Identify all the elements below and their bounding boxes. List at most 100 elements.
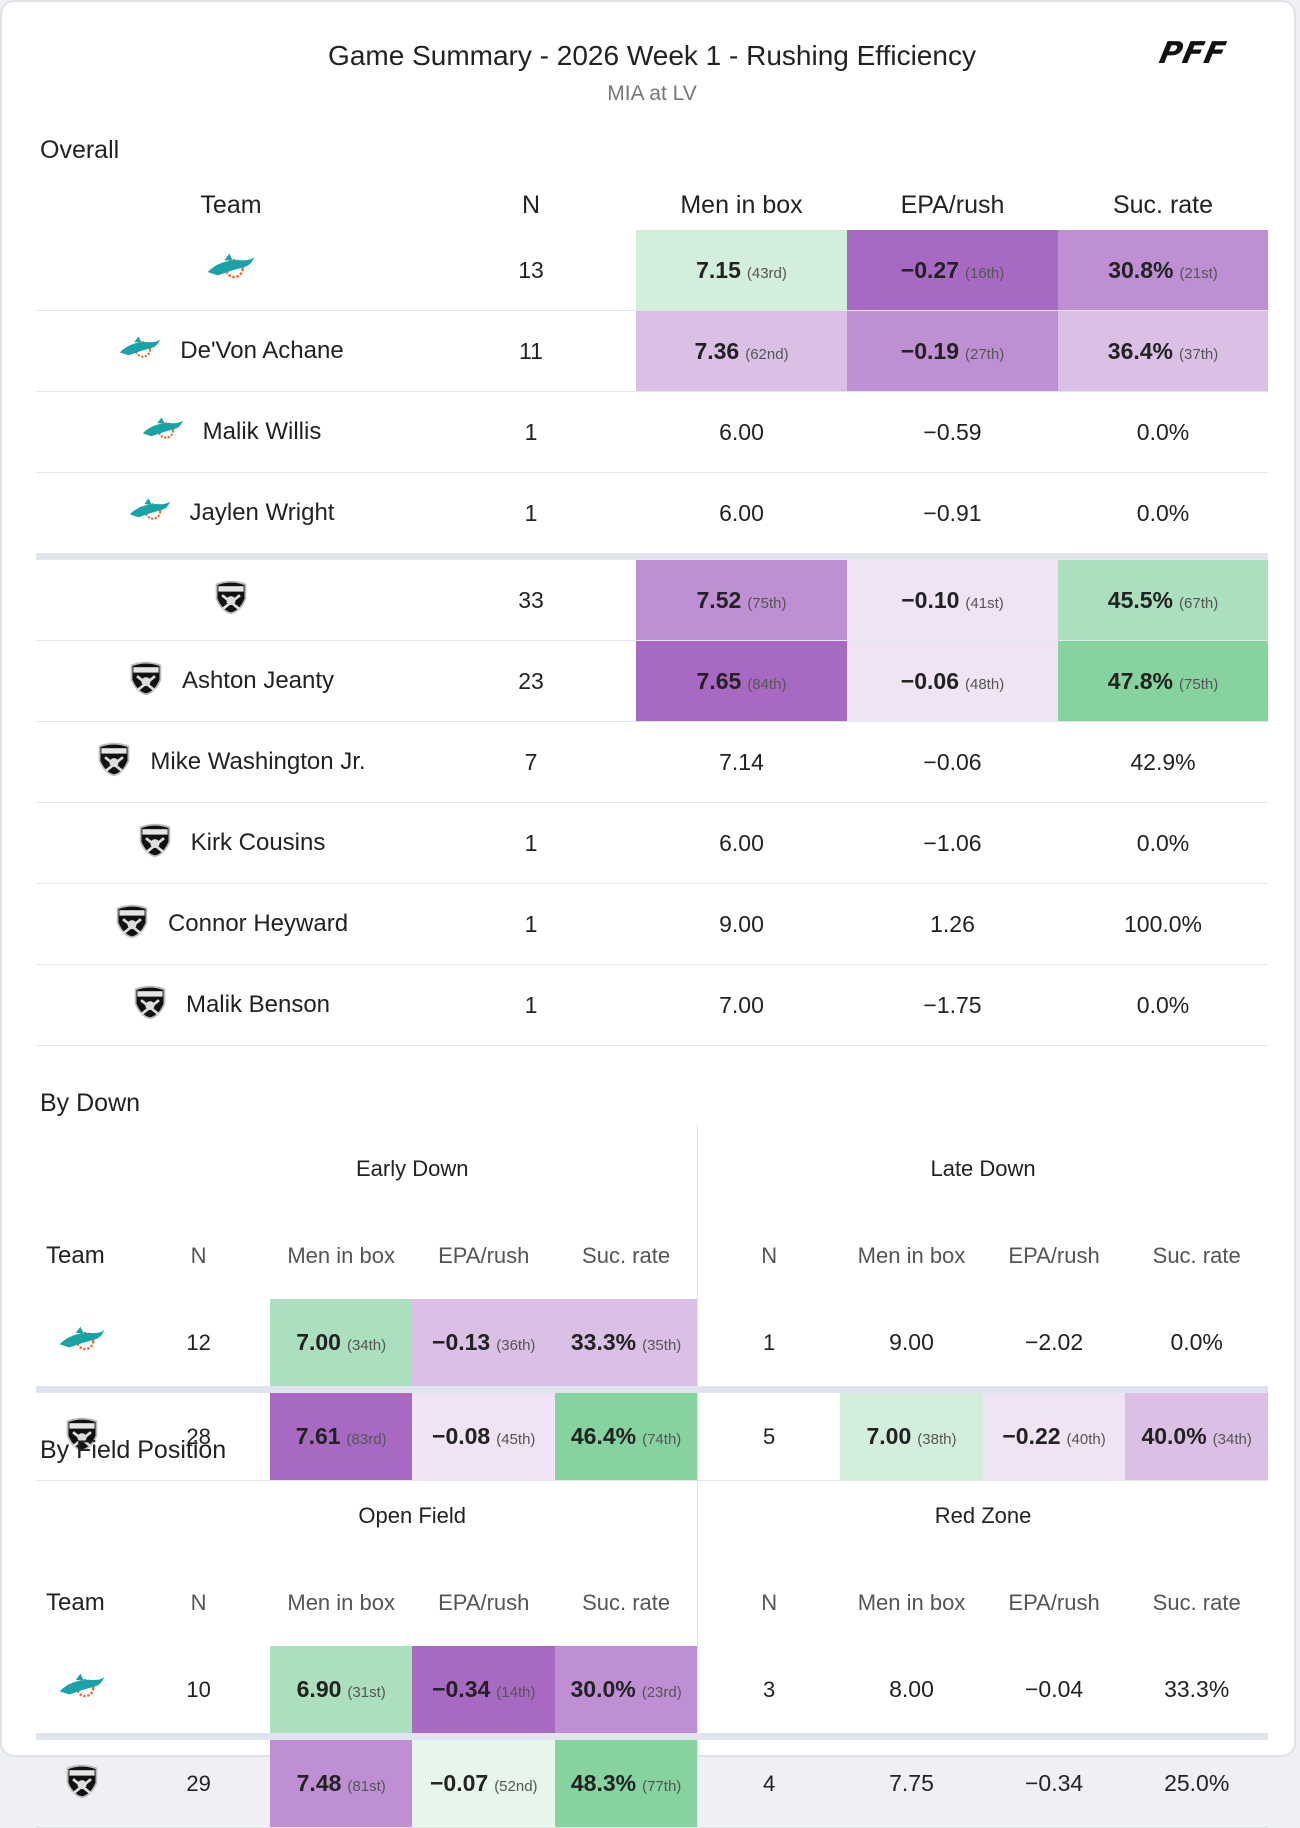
player-name: De'Von Achane: [180, 337, 344, 364]
col-men-in-box: Men in box: [287, 1589, 395, 1615]
col-n: N: [521, 190, 541, 219]
men-in-box-cell: 7.00 (34th): [269, 1299, 413, 1393]
men-in-box-cell: 7.36 (62nd): [636, 310, 847, 392]
epa-rush-value: −1.06: [923, 829, 982, 856]
suc-rate-cell: 0.0%: [1058, 964, 1268, 1046]
group-b-header: Red Zone: [697, 1472, 1268, 1559]
col-men-in-box: Men in box: [287, 1242, 395, 1268]
dolphins-logo-icon: [141, 416, 185, 449]
suc-rate-value: 48.3%: [570, 1770, 637, 1796]
suc-rate-value: 0.0%: [1136, 499, 1190, 526]
col-men-in-box: Men in box: [680, 190, 803, 219]
player-cell: Jaylen Wright: [36, 472, 426, 557]
section-by-down: By Down: [40, 1089, 141, 1117]
suc-rate-value: 33.3%: [1164, 1676, 1230, 1702]
n-cell: 23: [426, 640, 636, 722]
suc-rate-cell: 33.3% (35th): [555, 1299, 698, 1393]
col-epa-rush: EPA/rush: [1008, 1242, 1100, 1268]
men-in-box-rank: (31st): [347, 1684, 386, 1701]
player-name: Ashton Jeanty: [181, 667, 335, 694]
epa-rush-rank: (36th): [496, 1337, 536, 1354]
men-in-box-value: 9.00: [889, 1329, 934, 1355]
col-n: N: [697, 1212, 841, 1299]
suc-rate-value: 46.4%: [570, 1423, 637, 1449]
col-suc-rate: Suc. rate: [582, 1589, 671, 1615]
player-row: Kirk Cousins 1 6.00 −1.06 0.0%: [36, 802, 1268, 884]
epa-rush-value: −0.10: [901, 586, 960, 613]
section-by-field-position: By Field Position: [40, 1436, 227, 1464]
epa-rush-cell: −0.06: [847, 721, 1058, 803]
col-team: Team: [46, 1588, 105, 1616]
player-cell: Connor Heyward: [36, 883, 426, 965]
suc-rate-cell: 45.5% (67th): [1058, 553, 1268, 641]
team-row: 28 7.61 (83rd) −0.08 (45th) 46.4% (74th) 5 7.00 (…: [36, 1389, 1268, 1481]
men-in-box-cell: 7.15 (43rd): [636, 230, 847, 311]
epa-rush-rank: (48th): [965, 675, 1005, 693]
men-in-box-cell: 7.52 (75th): [636, 553, 847, 641]
player-cell: Ashton Jeanty: [36, 640, 426, 722]
col-epa-rush: EPA/rush: [438, 1242, 530, 1268]
men-in-box-value: 6.90: [296, 1676, 342, 1702]
epa-rush-value: −0.04: [1024, 1676, 1084, 1702]
n-cell: 1: [426, 472, 636, 557]
player-row: Malik Willis 1 6.00 −0.59 0.0%: [36, 391, 1268, 473]
by-field-position-table: Open Field Red Zone Team N Men in box EPA/rus…: [36, 1472, 1268, 1828]
n-cell: 3: [697, 1646, 841, 1740]
epa-rush-cell: −0.34: [982, 1736, 1126, 1828]
epa-rush-value: −0.34: [1024, 1770, 1084, 1796]
men-in-box-cell: 7.61 (83rd): [269, 1389, 413, 1481]
suc-rate-value: 30.0%: [570, 1676, 636, 1702]
epa-rush-cell: −0.91: [847, 472, 1058, 557]
team-cell: [36, 553, 426, 641]
team-cell: [36, 230, 426, 311]
epa-rush-cell: −0.34 (14th): [412, 1646, 556, 1740]
epa-rush-value: −0.07: [429, 1770, 489, 1796]
n-cell: 7: [426, 721, 636, 803]
epa-rush-cell: −1.75: [847, 964, 1058, 1046]
men-in-box-value: 7.75: [889, 1770, 934, 1796]
group-a-header: Open Field: [358, 1502, 467, 1528]
epa-rush-value: −0.06: [923, 748, 982, 775]
men-in-box-value: 6.00: [719, 829, 764, 856]
epa-rush-rank: (41st): [965, 594, 1004, 612]
n-cell: 1: [426, 964, 636, 1046]
men-in-box-value: 7.14: [719, 748, 764, 775]
player-row: Malik Benson 1 7.00 −1.75 0.0%: [36, 964, 1268, 1046]
team-row: 12 7.00 (34th) −0.13 (36th) 33.3% (35th) 1 9.00 −…: [36, 1299, 1268, 1393]
epa-rush-value: −0.91: [923, 499, 982, 526]
suc-rate-cell: 36.4% (37th): [1058, 310, 1268, 392]
men-in-box-cell: 6.90 (31st): [269, 1646, 413, 1740]
suc-rate-value: 33.3%: [570, 1329, 637, 1355]
player-cell: De'Von Achane: [36, 310, 426, 392]
col-n: N: [190, 1589, 207, 1615]
col-men-in-box: Men in box: [857, 1589, 966, 1615]
suc-rate-cell: 48.3% (77th): [555, 1736, 698, 1828]
team-row: 33 7.52 (75th) −0.10 (41st) 45.5% (67th): [36, 553, 1268, 641]
player-row: Jaylen Wright 1 6.00 −0.91 0.0%: [36, 472, 1268, 557]
epa-rush-value: −0.59: [923, 418, 982, 445]
player-name: Malik Benson: [185, 991, 331, 1018]
epa-rush-cell: −2.02: [982, 1299, 1126, 1393]
men-in-box-value: 7.36: [694, 337, 740, 364]
epa-rush-rank: (40th): [1066, 1431, 1106, 1448]
col-suc-rate: Suc. rate: [1152, 1242, 1241, 1268]
raiders-logo-icon: [213, 579, 249, 621]
group-b-header: Late Down: [697, 1125, 1268, 1212]
player-name: Kirk Cousins: [190, 829, 326, 856]
dolphins-logo-icon: [128, 497, 172, 530]
epa-rush-cell: −0.13 (36th): [412, 1299, 556, 1393]
col-n: N: [697, 1559, 841, 1646]
n-cell: 28: [127, 1389, 270, 1481]
raiders-logo-icon: [64, 1763, 100, 1805]
men-in-box-rank: (34th): [346, 1337, 387, 1354]
col-n: N: [190, 1242, 207, 1268]
suc-rate-cell: 33.3%: [1125, 1646, 1268, 1740]
raiders-logo-icon: [132, 984, 168, 1027]
dolphins-logo-icon: [118, 335, 162, 368]
suc-rate-value: 0.0%: [1170, 1329, 1223, 1355]
team-cell: [36, 1646, 128, 1740]
n-cell: 29: [127, 1736, 270, 1828]
men-in-box-value: 7.52: [696, 586, 742, 613]
suc-rate-rank: (74th): [642, 1431, 682, 1448]
n-cell: 10: [127, 1646, 270, 1740]
